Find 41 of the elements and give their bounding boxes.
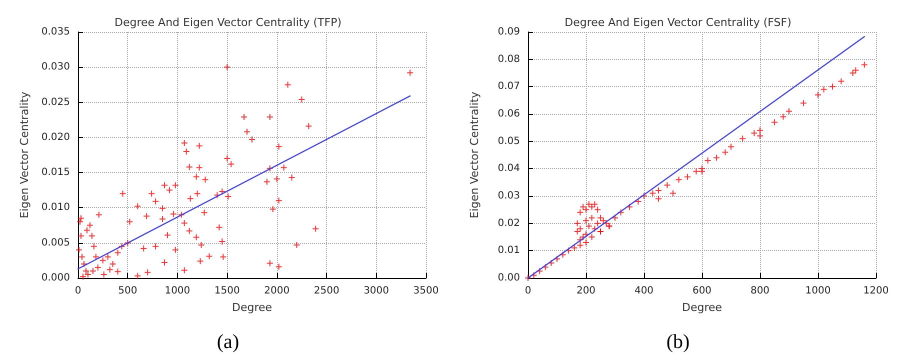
y-tick-label: 0.02 <box>498 218 520 229</box>
x-tick-label: 1000 <box>805 286 831 296</box>
y-tick-label: 0.020 <box>41 132 70 143</box>
y-tick-label: 0.00 <box>498 272 520 284</box>
x-axis-title: Degree <box>682 301 722 314</box>
x-tick-label: 600 <box>692 286 712 296</box>
y-tick-label: 0.05 <box>498 136 520 147</box>
chart-title: Degree And Eigen Vector Centrality (TFP) <box>114 16 342 29</box>
y-tick-label: 0.030 <box>41 62 70 73</box>
chart-title: Degree And Eigen Vector Centrality (FSF) <box>564 16 792 29</box>
y-tick-label: 0.010 <box>41 202 70 214</box>
x-tick-label: 400 <box>634 286 654 296</box>
y-tick-label: 0.06 <box>498 108 520 120</box>
x-tick-label: 0 <box>524 286 532 296</box>
y-tick-label: 0.005 <box>41 237 70 248</box>
y-tick-label: 0.09 <box>498 26 520 38</box>
x-tick-label: 1200 <box>863 286 889 296</box>
y-axis-title: Eigen Vector Centrality <box>468 91 481 218</box>
text: (b) <box>666 331 690 353</box>
x-tick-label: 0 <box>74 286 82 296</box>
x-tick-label: 2000 <box>264 286 290 296</box>
y-tick-label: 0.015 <box>41 167 70 178</box>
y-tick-label: 0.08 <box>498 54 520 65</box>
y-tick-label: 0.025 <box>41 96 70 108</box>
y-axis-title: Eigen Vector Centrality <box>18 91 31 218</box>
y-tick-label: 0.01 <box>498 245 520 256</box>
y-tick-label: 0.000 <box>41 272 70 284</box>
x-tick-label: 1500 <box>214 286 240 296</box>
y-tick-label: 0.07 <box>498 81 520 92</box>
y-tick-label: 0.035 <box>41 26 70 38</box>
text: (a) <box>216 331 240 353</box>
y-tick-label: 0.03 <box>498 190 520 202</box>
y-tick-label: 0.04 <box>498 163 520 174</box>
x-tick-label: 500 <box>118 286 138 296</box>
x-tick-label: 3500 <box>413 286 439 296</box>
x-axis-title: Degree <box>232 301 272 314</box>
x-tick-label: 200 <box>576 286 596 296</box>
x-tick-label: 3000 <box>364 286 390 296</box>
x-tick-label: 800 <box>750 286 770 296</box>
x-tick-label: 2500 <box>314 286 340 296</box>
x-tick-label: 1000 <box>164 286 190 296</box>
